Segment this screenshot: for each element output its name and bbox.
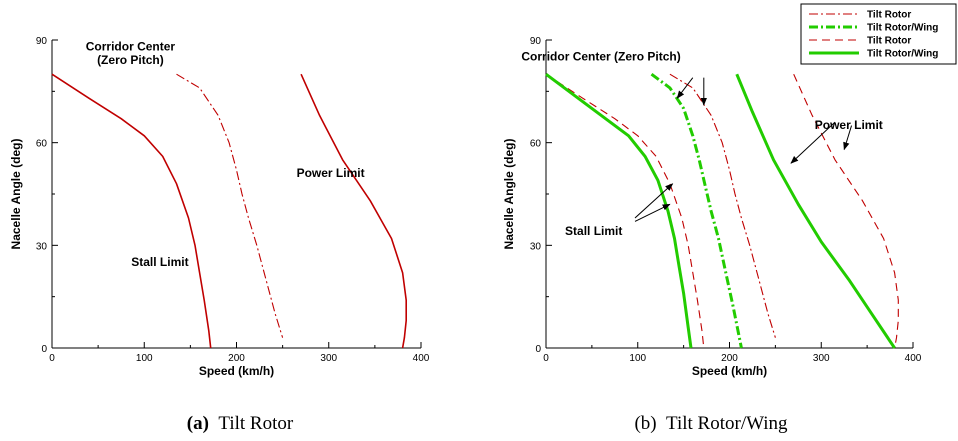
annotation-arrow	[634, 203, 671, 222]
y-axis-label: Nacelle Angle (deg)	[502, 139, 516, 250]
annotation-label: Power Limit	[815, 118, 883, 132]
annotation-arrow	[676, 77, 694, 99]
y-axis-label: Nacelle Angle (deg)	[9, 139, 23, 250]
annotation-label: Stall Limit	[131, 255, 188, 269]
annotation-arrow	[790, 121, 836, 164]
caption-a-tag: (a)	[187, 413, 209, 434]
series-line-power_limit	[793, 73, 899, 349]
caption-a-text: Tilt Rotor	[218, 413, 293, 434]
series-line-power_limit	[300, 73, 407, 349]
annotation-label: (Zero Pitch)	[97, 53, 164, 67]
svg-text:(b) Tilt Rotor/Wing: (b) Tilt Rotor/Wing	[634, 413, 788, 434]
caption-b-text: Tilt Rotor/Wing	[666, 413, 788, 434]
series-line-corridor_center	[650, 72, 743, 349]
annotation-label: Corridor Center (Zero Pitch)	[521, 50, 680, 64]
annotation-arrow	[634, 183, 674, 219]
x-tick-label: 0	[543, 353, 549, 364]
annotation-label: Stall Limit	[565, 224, 622, 238]
svg-text:(a) Tilt Rotor: (a) Tilt Rotor	[187, 413, 294, 434]
x-axis-label: Speed (km/h)	[692, 364, 767, 378]
y-tick-label: 60	[530, 139, 542, 150]
caption-b-tag: (b)	[634, 413, 656, 434]
y-tick-label: 30	[36, 241, 48, 252]
x-tick-label: 100	[629, 353, 646, 364]
y-tick-label: 30	[530, 241, 542, 252]
y-tick-label: 90	[530, 36, 542, 47]
series-line-power_limit	[735, 73, 896, 349]
series-line-corridor_center	[176, 73, 284, 338]
x-tick-label: 300	[320, 353, 337, 364]
x-tick-label: 200	[228, 353, 245, 364]
caption-a: (a) Tilt Rotor	[187, 413, 294, 434]
legend-label: Tilt Rotor/Wing	[867, 49, 938, 60]
y-tick-label: 90	[36, 36, 48, 47]
annotation-arrow	[843, 125, 853, 151]
y-tick-label: 0	[41, 344, 47, 355]
x-tick-label: 400	[413, 353, 430, 364]
legend-label: Tilt Rotor	[867, 10, 911, 21]
x-tick-label: 0	[49, 353, 55, 364]
x-tick-label: 200	[721, 353, 738, 364]
chart-panel-b: 0 100 200 300 400 0 30 60 90 Speed (km/h) Nacelle …	[502, 3, 957, 378]
series-line-stall_limit	[545, 73, 705, 349]
annotation-label: Corridor Center	[86, 39, 176, 53]
x-axis-label: Speed (km/h)	[199, 364, 274, 378]
x-tick-label: 300	[813, 353, 830, 364]
y-tick-label: 0	[535, 344, 541, 355]
series-line-corridor_center	[669, 73, 776, 338]
legend-label: Tilt Rotor	[867, 36, 911, 47]
legend: Tilt Rotor Tilt Rotor/Wing Tilt Rotor Tilt …	[800, 3, 957, 65]
series-line-stall_limit	[51, 73, 212, 349]
series-line-stall_limit	[545, 72, 693, 349]
y-tick-label: 60	[36, 139, 48, 150]
x-tick-label: 100	[136, 353, 153, 364]
legend-label: Tilt Rotor/Wing	[867, 23, 938, 34]
x-tick-label: 400	[905, 353, 922, 364]
chart-panel-a: 0 100 200 300 400 0 30 60 90 Speed (km/h) Nacelle …	[9, 36, 430, 378]
annotation-label: Power Limit	[297, 166, 365, 180]
caption-b: (b) Tilt Rotor/Wing	[634, 413, 788, 434]
